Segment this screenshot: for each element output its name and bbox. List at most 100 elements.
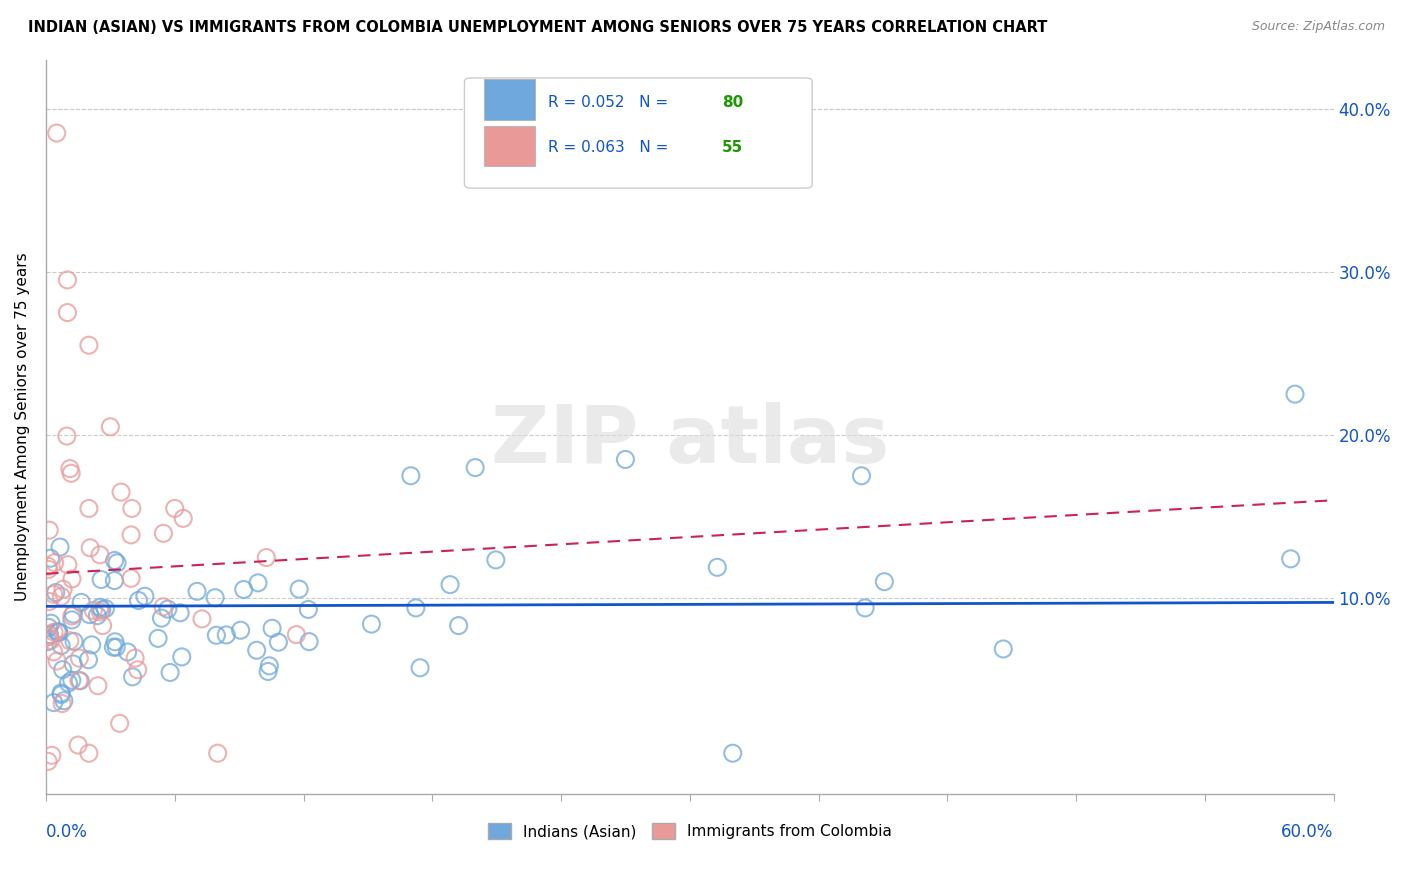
Point <box>60 572 83 586</box>
Point <box>37 559 59 574</box>
Point <box>127 663 149 677</box>
Point <box>873 574 896 589</box>
Point <box>42 696 65 710</box>
FancyBboxPatch shape <box>484 79 536 120</box>
Point <box>439 577 461 591</box>
Point <box>63 634 86 648</box>
Point <box>409 661 432 675</box>
Point <box>163 501 186 516</box>
Point <box>87 679 110 693</box>
Point <box>297 602 319 616</box>
Y-axis label: Unemployment Among Seniors over 75 years: Unemployment Among Seniors over 75 years <box>15 252 30 601</box>
Point <box>204 591 226 605</box>
Point <box>77 653 100 667</box>
Point <box>405 600 427 615</box>
Point <box>79 607 101 622</box>
Point <box>59 633 82 648</box>
Point <box>52 663 75 677</box>
Point <box>246 643 269 657</box>
Point <box>56 429 79 443</box>
Point <box>37 755 59 769</box>
Text: 55: 55 <box>723 140 744 155</box>
Point <box>49 540 72 554</box>
Text: 80: 80 <box>723 95 744 110</box>
Point <box>49 686 72 700</box>
Point <box>1284 387 1306 401</box>
Point <box>60 467 83 481</box>
Point <box>159 665 181 680</box>
Point <box>169 606 191 620</box>
Point <box>706 560 728 574</box>
Point <box>56 273 79 287</box>
Point <box>285 627 308 641</box>
Point <box>90 603 112 617</box>
Point <box>851 468 873 483</box>
Point <box>44 556 66 570</box>
Point <box>262 621 284 635</box>
Point <box>257 665 280 679</box>
Point <box>298 634 321 648</box>
Point <box>399 468 422 483</box>
Point <box>37 630 59 644</box>
Point <box>89 605 111 619</box>
Point <box>485 553 508 567</box>
Point <box>37 634 59 648</box>
Point <box>464 460 486 475</box>
Point <box>614 452 637 467</box>
Text: ZIP atlas: ZIP atlas <box>491 402 889 481</box>
Point <box>232 582 254 597</box>
Point <box>77 746 100 760</box>
Point <box>146 632 169 646</box>
Text: R = 0.052   N =: R = 0.052 N = <box>548 95 673 110</box>
Point <box>121 670 143 684</box>
Point <box>62 657 84 671</box>
Point <box>51 688 73 702</box>
Point <box>39 616 62 631</box>
Point <box>48 625 70 640</box>
Point <box>56 305 79 319</box>
Text: INDIAN (ASIAN) VS IMMIGRANTS FROM COLOMBIA UNEMPLOYMENT AMONG SENIORS OVER 75 YE: INDIAN (ASIAN) VS IMMIGRANTS FROM COLOMB… <box>28 20 1047 35</box>
Text: 0.0%: 0.0% <box>46 823 87 841</box>
Point <box>77 338 100 352</box>
Point <box>41 748 63 763</box>
Point <box>91 618 114 632</box>
Point <box>721 746 744 760</box>
FancyBboxPatch shape <box>464 78 813 188</box>
Point <box>120 571 142 585</box>
Point <box>42 645 65 659</box>
Point <box>60 613 83 627</box>
Point <box>103 640 125 655</box>
Point <box>117 645 139 659</box>
Point <box>46 624 69 639</box>
Point <box>52 582 75 597</box>
Point <box>447 618 470 632</box>
Point <box>267 635 290 649</box>
Point <box>51 639 73 653</box>
Point <box>38 627 60 641</box>
Point <box>254 550 277 565</box>
Point <box>51 697 73 711</box>
Point <box>89 600 111 615</box>
Point <box>259 658 281 673</box>
Point <box>288 582 311 596</box>
Point <box>80 638 103 652</box>
Point <box>247 575 270 590</box>
Point <box>207 746 229 760</box>
Point <box>229 624 252 638</box>
Point <box>94 601 117 615</box>
Point <box>58 676 80 690</box>
Point <box>39 633 62 648</box>
Point <box>152 599 174 614</box>
Point <box>42 625 65 640</box>
Point <box>103 574 125 588</box>
Point <box>120 528 142 542</box>
Point <box>56 558 79 572</box>
Point <box>124 651 146 665</box>
Point <box>186 584 208 599</box>
Point <box>89 548 111 562</box>
Point <box>152 526 174 541</box>
Point <box>121 501 143 516</box>
Point <box>156 602 179 616</box>
Point <box>38 562 60 576</box>
Point <box>42 587 65 601</box>
